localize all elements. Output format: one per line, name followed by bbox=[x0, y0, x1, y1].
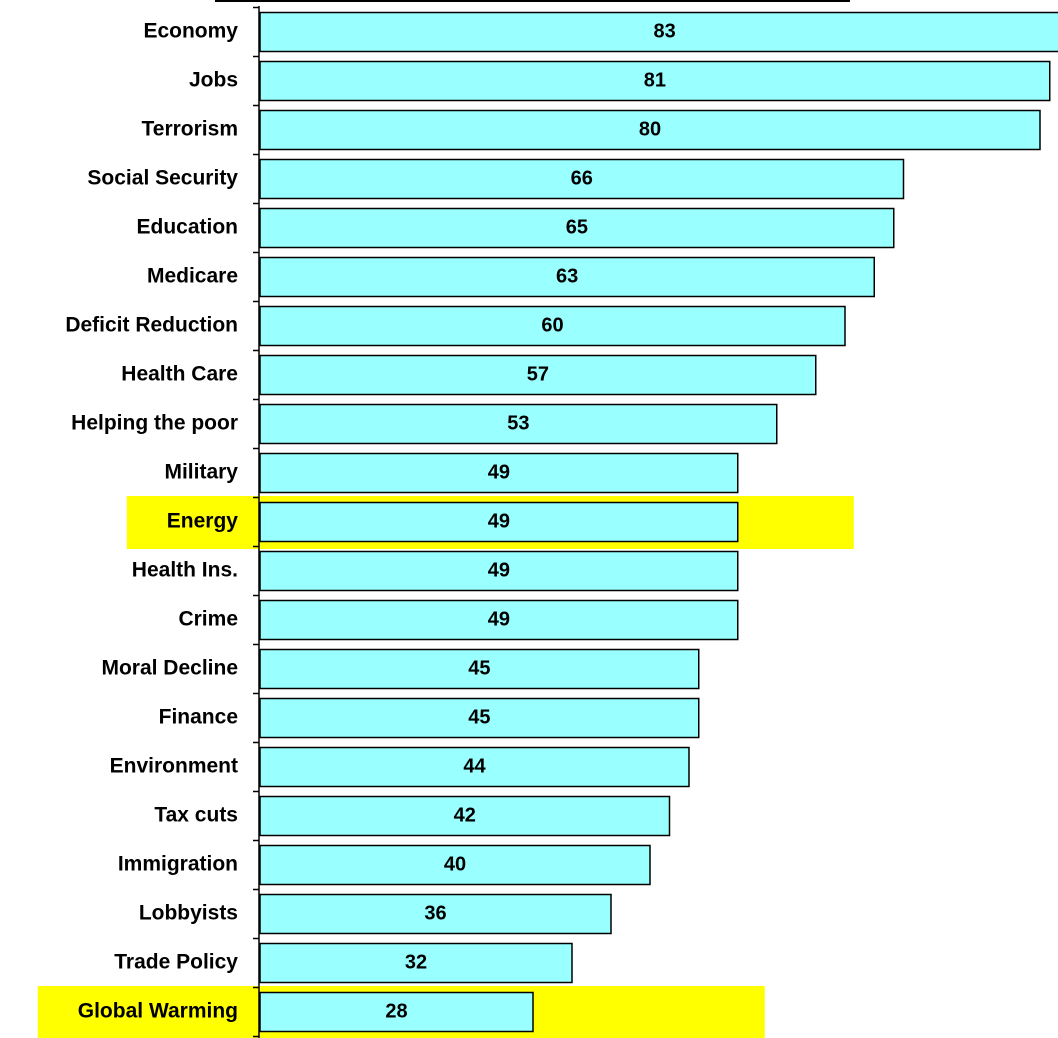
value-label: 36 bbox=[424, 902, 446, 924]
bar bbox=[259, 844, 651, 886]
axis bbox=[253, 6, 260, 1038]
value-label: 28 bbox=[385, 1000, 407, 1022]
value-label: 60 bbox=[541, 314, 563, 336]
value-label: 49 bbox=[488, 510, 510, 532]
bar bbox=[259, 207, 895, 249]
bar bbox=[259, 893, 612, 935]
category-label: Social Security bbox=[87, 167, 238, 190]
category-label: Education bbox=[136, 216, 238, 239]
category-label: Terrorism bbox=[142, 118, 238, 141]
category-label: Global Warming bbox=[78, 1000, 238, 1023]
bar bbox=[259, 550, 739, 592]
bar bbox=[259, 305, 846, 347]
bar bbox=[259, 403, 778, 445]
category-label: Health Care bbox=[121, 363, 238, 386]
category-label: Jobs bbox=[189, 69, 238, 92]
category-label: Medicare bbox=[147, 265, 238, 288]
category-label: Crime bbox=[178, 608, 238, 631]
value-label: 81 bbox=[644, 69, 666, 91]
bar bbox=[259, 746, 690, 788]
value-label: 45 bbox=[468, 706, 490, 728]
bar bbox=[259, 11, 1058, 53]
category-label: Helping the poor bbox=[71, 412, 238, 435]
bar bbox=[259, 158, 905, 200]
value-label: 49 bbox=[488, 608, 510, 630]
value-label: 66 bbox=[571, 167, 593, 189]
value-label: 44 bbox=[463, 755, 486, 777]
value-label: 83 bbox=[654, 20, 676, 42]
bar bbox=[259, 452, 739, 494]
value-label: 49 bbox=[488, 461, 510, 483]
bar bbox=[259, 501, 739, 543]
bar bbox=[259, 795, 671, 837]
category-label: Tax cuts bbox=[154, 804, 238, 827]
category-label: Moral Decline bbox=[101, 657, 238, 680]
category-label: Trade Policy bbox=[114, 951, 238, 974]
value-label: 63 bbox=[556, 265, 578, 287]
bar bbox=[259, 599, 739, 641]
bar bbox=[259, 648, 700, 690]
value-label: 49 bbox=[488, 559, 510, 581]
category-label: Environment bbox=[110, 755, 238, 778]
category-label: Finance bbox=[159, 706, 238, 729]
bar bbox=[259, 697, 700, 739]
bar bbox=[259, 109, 1041, 151]
value-label: 32 bbox=[405, 951, 427, 973]
category-label: Economy bbox=[143, 20, 238, 43]
value-label: 57 bbox=[527, 363, 549, 385]
value-label: 80 bbox=[639, 118, 661, 140]
bars: Economy 83 Jobs 81 Terrorism 80 Social Securit… bbox=[65, 11, 1058, 1033]
category-label: Immigration bbox=[118, 853, 238, 876]
value-label: 65 bbox=[566, 216, 588, 238]
bar bbox=[259, 60, 1051, 102]
category-label: Deficit Reduction bbox=[65, 314, 238, 337]
value-label: 53 bbox=[507, 412, 529, 434]
category-label: Energy bbox=[167, 510, 239, 533]
category-label: Health Ins. bbox=[132, 559, 238, 582]
bar bbox=[259, 942, 573, 984]
bar bbox=[259, 256, 875, 298]
value-label: 42 bbox=[454, 804, 476, 826]
bar bbox=[259, 354, 817, 396]
bar bbox=[259, 991, 534, 1033]
value-label: 40 bbox=[444, 853, 466, 875]
category-label: Lobbyists bbox=[139, 902, 238, 925]
category-label: Military bbox=[164, 461, 238, 484]
value-label: 45 bbox=[468, 657, 490, 679]
